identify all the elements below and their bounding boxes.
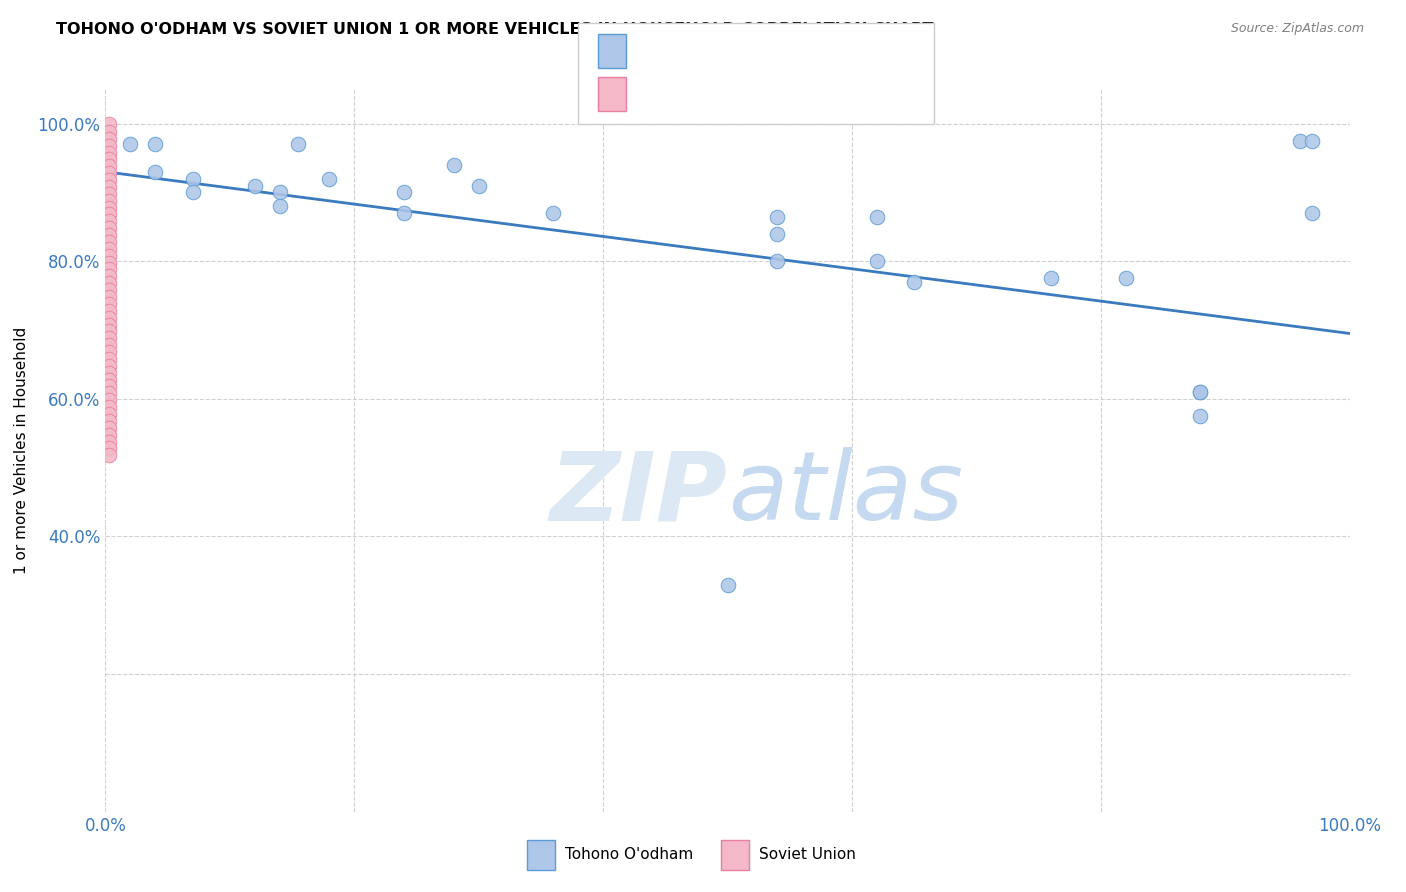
Point — [98, 283, 121, 297]
Point — [98, 207, 121, 221]
Text: TOHONO O'ODHAM VS SOVIET UNION 1 OR MORE VEHICLES IN HOUSEHOLD CORRELATION CHART: TOHONO O'ODHAM VS SOVIET UNION 1 OR MORE… — [56, 22, 934, 37]
Point — [98, 386, 121, 401]
Point — [98, 345, 121, 359]
Point — [1189, 384, 1212, 399]
Point — [443, 158, 465, 172]
Point — [866, 254, 889, 268]
Text: atlas: atlas — [728, 447, 963, 541]
Point — [98, 145, 121, 160]
Point — [98, 331, 121, 345]
Point — [143, 137, 166, 152]
Point — [1189, 384, 1212, 399]
Point — [766, 254, 789, 268]
Text: N =: N = — [773, 83, 813, 102]
Point — [392, 206, 415, 220]
Point — [98, 214, 121, 228]
Text: R =: R = — [634, 38, 673, 56]
Point — [181, 186, 204, 200]
Point — [98, 262, 121, 277]
Point — [98, 421, 121, 435]
Point — [181, 171, 204, 186]
Point — [98, 125, 121, 139]
Point — [98, 173, 121, 187]
Point — [98, 359, 121, 373]
Point — [1301, 206, 1323, 220]
Point — [98, 153, 121, 167]
Text: Tohono O'odham: Tohono O'odham — [565, 847, 693, 863]
Point — [98, 186, 121, 201]
Point — [1040, 271, 1063, 285]
Point — [543, 206, 565, 220]
Point — [98, 269, 121, 284]
Point — [392, 186, 415, 200]
Point — [287, 137, 309, 152]
Text: Soviet Union: Soviet Union — [759, 847, 856, 863]
Point — [98, 159, 121, 173]
Text: N =: N = — [773, 38, 813, 56]
Point — [98, 166, 121, 180]
Point — [120, 137, 142, 152]
Text: 30: 30 — [811, 38, 837, 56]
Point — [98, 249, 121, 263]
Point — [98, 318, 121, 332]
Point — [98, 201, 121, 215]
Point — [98, 194, 121, 208]
Text: Source: ZipAtlas.com: Source: ZipAtlas.com — [1230, 22, 1364, 36]
Point — [98, 414, 121, 428]
Point — [98, 442, 121, 456]
Point — [98, 138, 121, 153]
Point — [766, 227, 789, 241]
Point — [98, 351, 121, 366]
Point — [98, 221, 121, 235]
Point — [269, 186, 291, 200]
Point — [98, 379, 121, 393]
Point — [98, 400, 121, 414]
Point — [98, 427, 121, 442]
Text: 0.364: 0.364 — [672, 83, 735, 102]
Point — [98, 338, 121, 352]
Point — [318, 171, 340, 186]
Point — [98, 373, 121, 387]
Point — [1289, 134, 1312, 148]
Point — [98, 228, 121, 243]
Text: R =: R = — [634, 83, 673, 102]
Point — [1115, 271, 1137, 285]
Text: -0.508: -0.508 — [672, 38, 737, 56]
Point — [243, 178, 266, 193]
Point — [98, 407, 121, 421]
Point — [467, 178, 489, 193]
Point — [98, 434, 121, 449]
Point — [98, 242, 121, 256]
Text: 49: 49 — [811, 83, 837, 102]
Point — [98, 290, 121, 304]
Point — [98, 366, 121, 380]
Point — [717, 577, 740, 591]
Y-axis label: 1 or more Vehicles in Household: 1 or more Vehicles in Household — [14, 326, 30, 574]
Point — [866, 210, 889, 224]
Point — [98, 277, 121, 291]
Point — [269, 199, 291, 213]
Point — [98, 117, 121, 131]
Point — [143, 165, 166, 179]
Point — [903, 275, 925, 289]
Point — [98, 448, 121, 462]
Point — [98, 180, 121, 194]
Point — [98, 255, 121, 269]
Point — [98, 132, 121, 146]
Point — [1189, 409, 1212, 423]
Point — [98, 325, 121, 339]
Point — [98, 393, 121, 408]
Text: ZIP: ZIP — [550, 447, 728, 541]
Point — [1301, 134, 1323, 148]
Point — [98, 303, 121, 318]
Point — [98, 235, 121, 249]
Point — [98, 297, 121, 311]
Point — [766, 210, 789, 224]
Point — [98, 310, 121, 325]
